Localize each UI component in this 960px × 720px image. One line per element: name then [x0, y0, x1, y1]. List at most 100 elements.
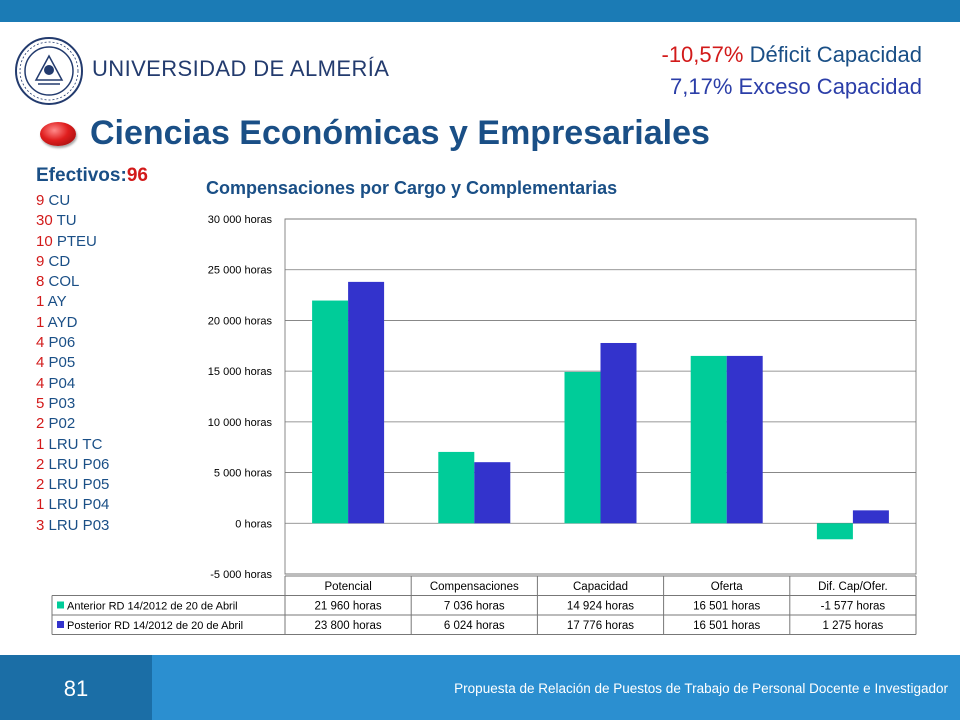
staff-count: 4	[36, 354, 45, 372]
staff-row: 2 LRU P05	[36, 475, 148, 495]
staff-count: 4	[36, 334, 45, 352]
staff-row: 1 AYD	[36, 313, 148, 333]
staff-row: 30 TU	[36, 211, 148, 231]
legend-label: Anterior RD 14/2012 de 20 de Abril	[67, 601, 238, 613]
staff-category: LRU P05	[44, 476, 110, 494]
data-label: 14 924 horas	[567, 601, 634, 613]
staff-count: 30	[36, 212, 53, 230]
deficit-stat: -10,57% Déficit Capacidad	[662, 42, 923, 68]
x-tick-label: Oferta	[711, 581, 744, 593]
staff-row: 2 P02	[36, 414, 148, 434]
staff-count: 10	[36, 232, 53, 250]
x-tick-label: Compensaciones	[430, 581, 519, 593]
staff-category: P06	[44, 334, 76, 352]
x-tick-label: Capacidad	[573, 581, 628, 593]
staff-category: COL	[44, 273, 80, 291]
top-bar	[0, 0, 960, 22]
legend-swatch	[57, 621, 64, 628]
bar	[816, 523, 853, 540]
staff-row: 3 LRU P03	[36, 516, 148, 536]
bar	[726, 355, 763, 524]
y-tick-label: 25 000 horas	[208, 265, 273, 277]
staff-row: 5 P03	[36, 394, 148, 414]
x-tick-label: Dif. Cap/Ofer.	[818, 581, 888, 593]
chart-title: Compensaciones por Cargo y Complementari…	[206, 178, 618, 198]
staff-category: P03	[44, 394, 76, 412]
staff-category: LRU P06	[44, 455, 110, 473]
bar	[690, 355, 727, 524]
y-tick-label: 0 horas	[235, 518, 272, 530]
red-bullet-icon	[40, 122, 76, 146]
y-tick-label: -5 000 horas	[210, 569, 272, 581]
y-tick-label: 5 000 horas	[214, 468, 273, 480]
data-label: 16 501 horas	[693, 601, 760, 613]
y-tick-label: 15 000 horas	[208, 366, 273, 378]
staff-row: 8 COL	[36, 272, 148, 292]
footer-text: Propuesta de Relación de Puestos de Trab…	[454, 681, 948, 696]
staff-count: 1	[36, 496, 45, 514]
staff-row: 9 CU	[36, 191, 148, 211]
staff-category: LRU P04	[44, 496, 110, 514]
staff-count: 4	[36, 374, 45, 392]
staff-count: 1	[36, 293, 45, 311]
staff-category: P02	[44, 415, 76, 433]
staff-row: 1 LRU TC	[36, 435, 148, 455]
staff-count: 1	[36, 435, 45, 453]
bar	[852, 510, 889, 524]
legend-label: Posterior RD 14/2012 de 20 de Abril	[67, 620, 243, 632]
staff-count: 3	[36, 516, 45, 534]
staff-row: 2 LRU P06	[36, 455, 148, 475]
staff-count: 1	[36, 313, 45, 331]
staff-row: 4 P06	[36, 333, 148, 353]
excess-value: 7,17%	[670, 74, 733, 99]
data-label: 6 024 horas	[444, 620, 505, 632]
legend-swatch	[57, 601, 64, 609]
x-tick-label: Potencial	[324, 581, 371, 593]
data-label: 7 036 horas	[444, 601, 505, 613]
slide-title: Ciencias Económicas y Empresariales	[90, 114, 710, 152]
staff-category: P05	[44, 354, 76, 372]
footer-bar	[152, 655, 960, 720]
data-label: 23 800 horas	[315, 620, 382, 632]
staff-row: 9 CD	[36, 252, 148, 272]
staff-row: 1 AY	[36, 292, 148, 312]
staff-category: PTEU	[52, 232, 97, 250]
excess-stat: 7,17% Exceso Capacidad	[670, 74, 922, 100]
staff-row: 1 LRU P04	[36, 495, 148, 515]
staff-row: 10 PTEU	[36, 232, 148, 252]
staff-category: AYD	[44, 313, 78, 331]
data-label: 21 960 horas	[315, 601, 382, 613]
university-name: UNIVERSIDAD DE ALMERÍA	[92, 56, 390, 81]
data-label: 17 776 horas	[567, 620, 634, 632]
staff-category: LRU TC	[44, 435, 103, 453]
staff-count: 9	[36, 252, 45, 270]
staff-list: Efectivos:96 9 CU 30 TU 10 PTEU 9 CD 8 COL 1 …	[36, 164, 148, 536]
staff-count: 2	[36, 455, 45, 473]
staff-count: 9	[36, 192, 45, 209]
staff-label: Efectivos:	[36, 165, 127, 186]
data-label: 1 275 horas	[823, 620, 884, 632]
y-tick-label: 30 000 horas	[208, 214, 273, 226]
deficit-label: Déficit Capacidad	[743, 42, 922, 67]
bar	[348, 281, 385, 524]
staff-count: 2	[36, 415, 45, 433]
data-label: 16 501 horas	[693, 620, 760, 632]
data-label: -1 577 horas	[821, 601, 886, 613]
staff-header: Efectivos:96	[36, 164, 148, 188]
staff-category: LRU P03	[44, 516, 110, 534]
staff-count: 5	[36, 394, 45, 412]
staff-count: 8	[36, 273, 45, 291]
bar	[600, 342, 637, 524]
staff-count: 2	[36, 476, 45, 494]
staff-row: 4 P05	[36, 353, 148, 373]
staff-row: 4 P04	[36, 374, 148, 394]
staff-category: P04	[44, 374, 76, 392]
bar	[312, 300, 349, 524]
bar	[474, 462, 511, 524]
page-number: 81	[63, 676, 89, 701]
deficit-value: -10,57%	[661, 42, 744, 67]
footer-page-block	[0, 655, 152, 720]
staff-category: AY	[44, 293, 67, 311]
y-tick-label: 20 000 horas	[208, 315, 273, 327]
